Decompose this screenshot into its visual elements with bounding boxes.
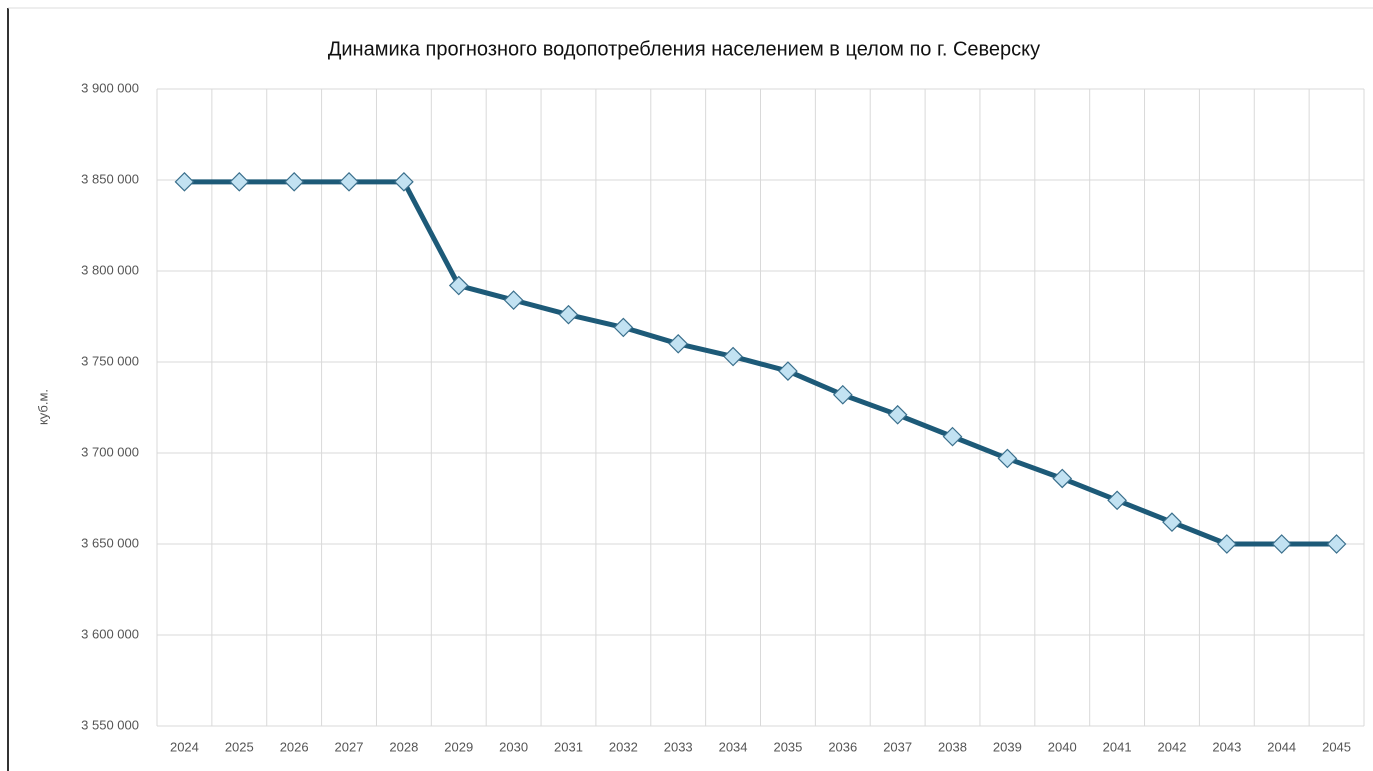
y-tick-label: 3 750 000 (81, 353, 139, 368)
marker (339, 171, 359, 192)
x-tick-label: 2044 (1267, 739, 1296, 754)
y-axis-label: куб.м. (35, 389, 50, 425)
x-tick-label: 2037 (883, 739, 912, 754)
x-tick-label: 2028 (389, 739, 418, 754)
marker (284, 171, 305, 192)
y-tick-label: 3 900 000 (81, 80, 139, 95)
x-tick-label: 2026 (280, 739, 309, 754)
x-tick-label: 2042 (1158, 739, 1187, 754)
y-tick-label: 3 550 000 (81, 717, 139, 732)
x-tick-label: 2024 (170, 739, 199, 754)
y-tick-label: 3 700 000 (81, 444, 139, 459)
x-tick-label: 2027 (335, 739, 364, 754)
y-tick-label: 3 650 000 (81, 535, 139, 550)
x-tick-label: 2033 (664, 739, 693, 754)
y-tick-label: 3 600 000 (81, 626, 139, 641)
x-tick-label: 2031 (554, 739, 583, 754)
x-tick-label: 2041 (1103, 739, 1132, 754)
x-tick-label: 2036 (828, 739, 857, 754)
marker (778, 361, 798, 381)
x-tick-label: 2040 (1048, 739, 1077, 754)
marker (887, 404, 908, 425)
marker (448, 275, 469, 296)
x-tick-label: 2030 (499, 739, 528, 754)
marker (613, 317, 634, 338)
x-tick-label: 2045 (1322, 739, 1351, 754)
marker (394, 171, 414, 192)
marker (1052, 468, 1073, 489)
marker (942, 426, 963, 447)
chart-title: Динамика прогнозного водопотребления нас… (328, 38, 1040, 60)
x-tick-label: 2039 (993, 739, 1022, 754)
marker (1216, 534, 1237, 554)
marker (1162, 512, 1182, 533)
x-tick-label: 2025 (225, 739, 254, 754)
marker (832, 384, 853, 405)
marker (174, 171, 195, 192)
series-line (184, 179, 1337, 547)
x-tick-label: 2038 (938, 739, 967, 754)
marker (1326, 534, 1347, 554)
marker (1107, 490, 1127, 511)
y-tick-label: 3 800 000 (81, 262, 139, 277)
x-tick-label: 2035 (773, 739, 802, 754)
x-tick-label: 2034 (719, 739, 748, 754)
marker (558, 304, 579, 325)
marker (668, 333, 689, 354)
marker (1271, 534, 1292, 554)
marker (229, 171, 250, 192)
marker (503, 290, 524, 310)
x-tick-label: 2029 (444, 739, 473, 754)
x-tick-label: 2032 (609, 739, 638, 754)
x-tick-label: 2043 (1212, 739, 1241, 754)
marker (723, 346, 743, 367)
y-tick-label: 3 850 000 (81, 171, 139, 186)
marker (997, 448, 1018, 469)
